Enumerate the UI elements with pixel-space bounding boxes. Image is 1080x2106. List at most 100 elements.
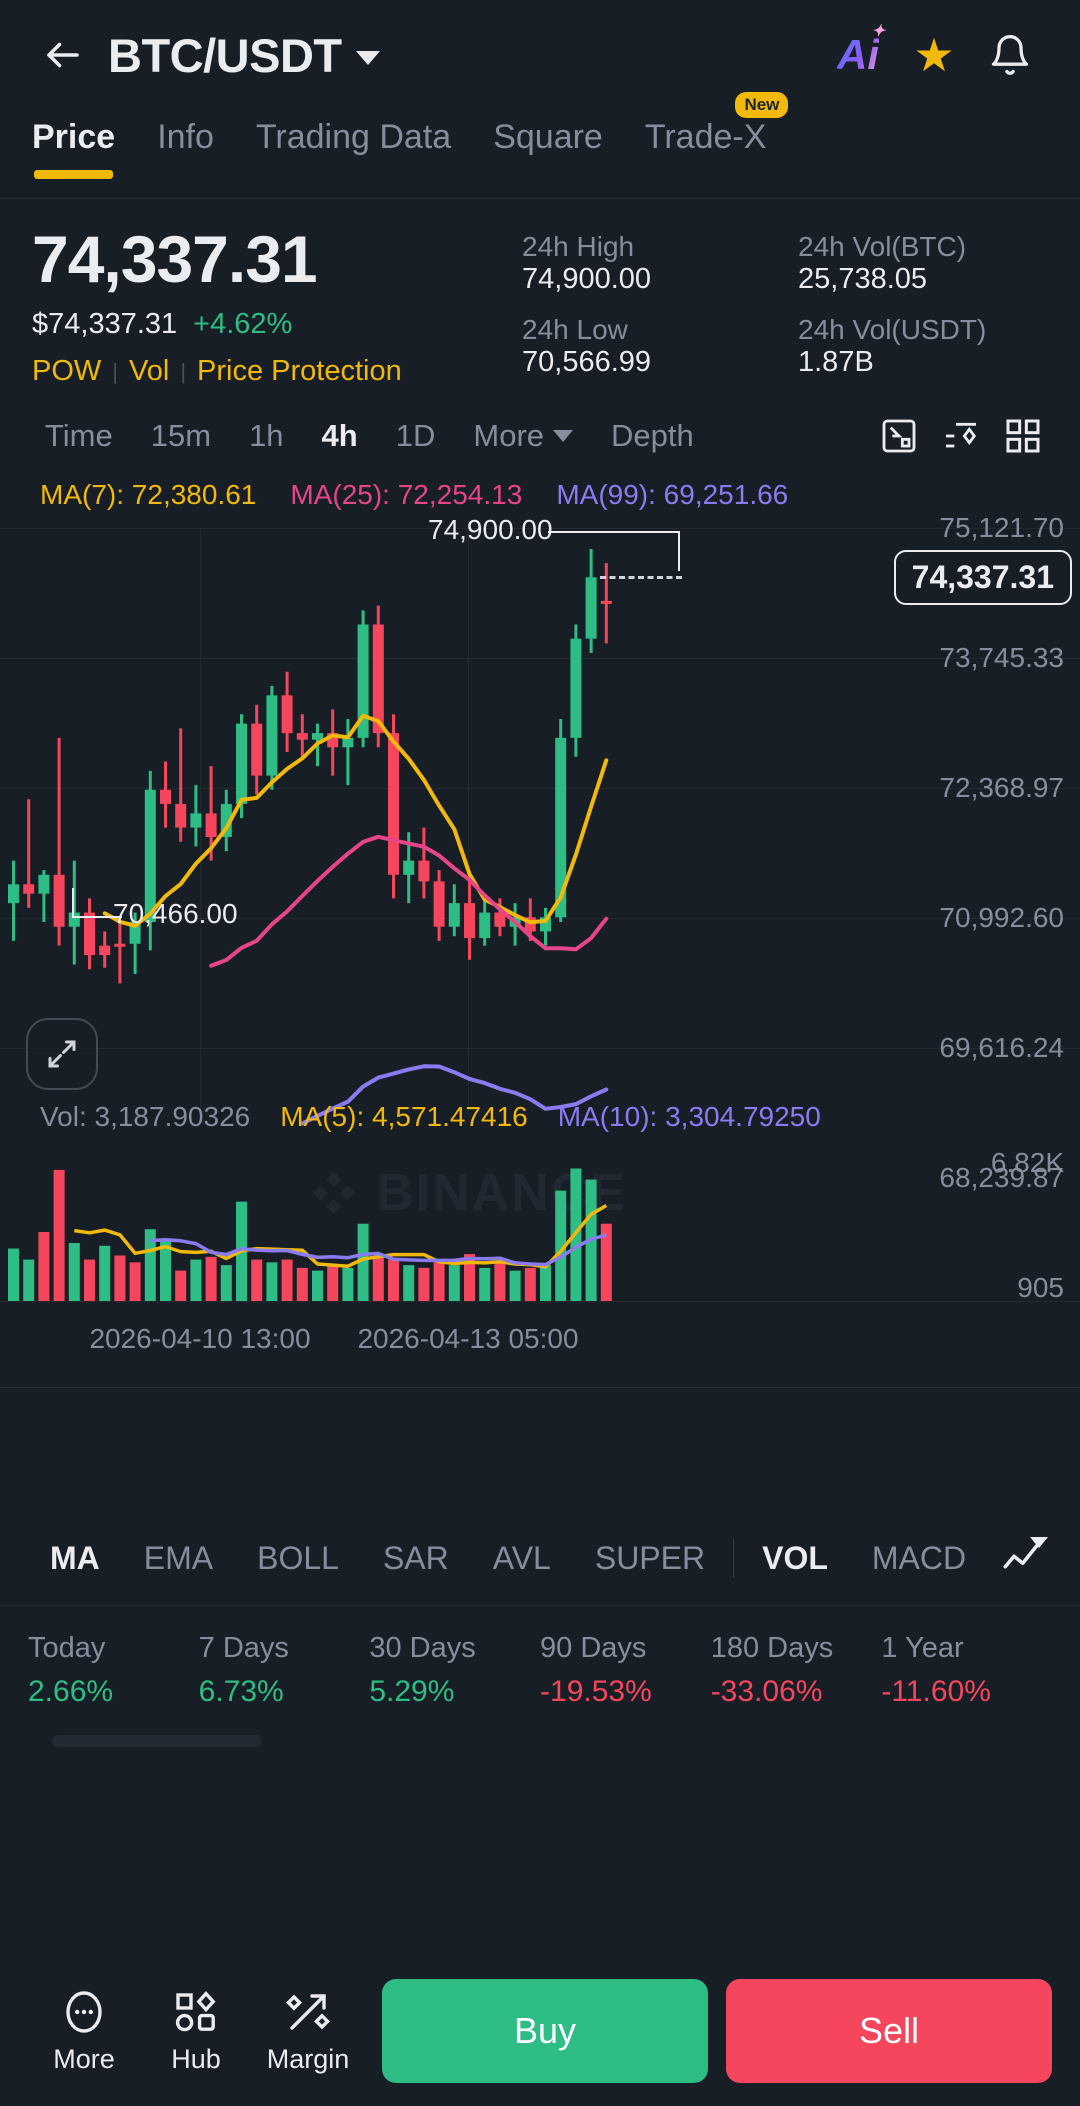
tab-price[interactable]: Price	[32, 110, 115, 179]
chevron-down-icon	[1030, 1537, 1048, 1548]
more-button[interactable]: More	[28, 1988, 140, 2075]
tag-separator: |	[180, 358, 187, 384]
stat-label: 24h Vol(USDT)	[798, 314, 987, 345]
timeframe-1d[interactable]: 1D	[395, 418, 436, 453]
vol-name: Vol	[40, 1101, 79, 1132]
tab-trade-x[interactable]: Trade-X New	[645, 92, 789, 157]
watermark-text: BINANCE	[376, 1164, 627, 1222]
tab-info[interactable]: Info	[157, 118, 214, 156]
timeframe-depth[interactable]: Depth	[611, 418, 694, 453]
timeframe-bar: Time 15m 1h 4h 1D More Depth	[0, 399, 1080, 473]
indicator-macd[interactable]: MACD	[871, 1539, 967, 1576]
margin-button[interactable]: Margin	[252, 1988, 364, 2075]
chart-area[interactable]: MA(7): 72,380.61 MA(25): 72,254.13 MA(99…	[0, 473, 1080, 1511]
ma99-name: MA(99)	[556, 479, 649, 510]
grid-layout-button[interactable]	[992, 407, 1054, 465]
alerts-button[interactable]	[972, 17, 1048, 93]
perf-label: 90 Days	[540, 1632, 647, 1664]
more-label: More	[53, 2043, 115, 2074]
last-price: 74,337.31	[32, 222, 318, 296]
pair-title[interactable]: BTC/USDT	[108, 28, 342, 82]
hub-label: Hub	[171, 2043, 221, 2074]
favorite-button[interactable]: ★	[896, 17, 972, 93]
expand-icon	[48, 1040, 76, 1068]
price-tick: 68,239.87	[939, 1162, 1064, 1193]
indicator-vol[interactable]: VOL	[762, 1539, 828, 1576]
timeframe-4h[interactable]: 4h	[321, 418, 358, 453]
timeframe-time[interactable]: Time	[45, 418, 113, 453]
indicator-settings-button[interactable]	[930, 407, 992, 465]
expand-chart-button[interactable]	[26, 1018, 98, 1090]
tag-pow[interactable]: POW	[32, 355, 102, 388]
volume-tick-high: 6.82K	[990, 1147, 1064, 1178]
ma99-legend: MA(99): 69,251.66	[556, 479, 789, 510]
current-price-tag: 74,337.31	[893, 550, 1072, 605]
chart-type-icon	[882, 419, 916, 453]
timeframe-15m[interactable]: 15m	[150, 418, 212, 453]
indicator-tabs: MA EMA BOLL SAR AVL SUPER VOL MACD	[0, 1511, 1080, 1605]
performance-row: Today 2.66% 7 Days 6.73% 30 Days 5.29% 9…	[0, 1606, 1080, 1729]
ma25-legend: MA(25): 72,254.13	[290, 479, 523, 510]
perf-value: 6.73%	[198, 1675, 284, 1708]
stat-24h-vol-btc: 24h Vol(BTC) 25,738.05	[798, 231, 1048, 310]
hub-button[interactable]: Hub	[140, 1988, 252, 2075]
stat-label: 24h High	[522, 231, 635, 262]
perf-today: Today 2.66%	[28, 1632, 199, 1709]
sell-button[interactable]: Sell	[726, 1979, 1052, 2083]
stat-label: 24h Vol(BTC)	[798, 231, 967, 262]
market-stats: 24h High 74,900.00 24h Vol(BTC) 25,738.0…	[502, 225, 1048, 393]
ai-icon: Ai	[837, 21, 885, 79]
chart-type-button[interactable]	[868, 407, 930, 465]
time-axis: 2026-04-10 13:00 2026-04-13 05:00	[0, 1313, 1080, 1371]
stat-value: 70,566.99	[522, 346, 652, 378]
margin-icon	[285, 1993, 331, 2030]
perf-label: Today	[28, 1632, 106, 1664]
tag-vol[interactable]: Vol	[129, 355, 170, 388]
perf-value: -33.06%	[710, 1675, 823, 1708]
grid-line-vertical	[468, 528, 469, 1111]
time-tick: 2026-04-13 05:00	[357, 1323, 579, 1354]
vol-ma10-name: MA(10)	[557, 1101, 650, 1132]
back-button[interactable]	[32, 24, 94, 86]
binance-logo-icon	[313, 1172, 355, 1214]
time-tick: 2026-04-10 13:00	[89, 1323, 311, 1354]
star-icon: ★	[913, 29, 955, 81]
ma99-value: 69,251.66	[663, 479, 789, 510]
candlestick-plot	[8, 548, 612, 1126]
binance-watermark: BINANCE	[310, 1163, 627, 1223]
chevron-down-icon	[553, 430, 574, 442]
drag-handle[interactable]	[52, 1735, 262, 1747]
timeframe-1h[interactable]: 1h	[249, 418, 284, 453]
price-tick: 72,368.97	[939, 772, 1064, 803]
buy-button[interactable]: Buy	[382, 1979, 708, 2083]
line-chart-icon	[1003, 1544, 1039, 1569]
ma25-value: 72,254.13	[397, 479, 523, 510]
price-tick: 69,616.24	[939, 1032, 1064, 1063]
stat-value: 74,900.00	[522, 263, 652, 295]
app-header: BTC/USDT Ai ★	[0, 0, 1080, 110]
pair-dropdown-icon[interactable]	[355, 51, 380, 65]
indicator-ema[interactable]: EMA	[143, 1539, 214, 1576]
stat-24h-high: 24h High 74,900.00	[522, 231, 772, 310]
stat-24h-vol-usdt: 24h Vol(USDT) 1.87B	[798, 314, 1048, 393]
perf-label: 180 Days	[710, 1632, 834, 1664]
indicator-avl[interactable]: AVL	[492, 1539, 551, 1576]
ai-button[interactable]: Ai	[820, 17, 896, 93]
timeframe-more[interactable]: More	[454, 418, 592, 454]
chart-low-annotation: 70,466.00	[113, 898, 238, 929]
indicator-sar[interactable]: SAR	[382, 1539, 449, 1576]
price-tick: 75,121.70	[939, 512, 1064, 543]
tag-price-protection[interactable]: Price Protection	[197, 355, 402, 388]
chart-bottom-divider	[0, 1387, 1080, 1388]
ma7-name: MA(7)	[40, 479, 117, 510]
hub-shapes-icon	[175, 1990, 216, 2031]
indicator-more-button[interactable]	[984, 1527, 1058, 1589]
tab-trading-data[interactable]: Trading Data	[255, 118, 452, 156]
indicator-boll[interactable]: BOLL	[257, 1539, 339, 1576]
grid-line	[0, 528, 1080, 529]
indicator-ma[interactable]: MA	[50, 1539, 100, 1576]
perf-7days: 7 Days 6.73%	[199, 1632, 370, 1709]
tab-square[interactable]: Square	[493, 118, 603, 156]
indicator-super[interactable]: SUPER	[594, 1539, 706, 1576]
